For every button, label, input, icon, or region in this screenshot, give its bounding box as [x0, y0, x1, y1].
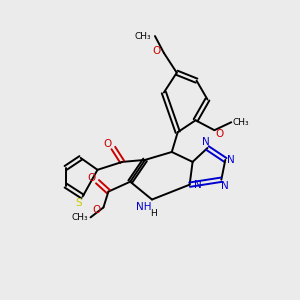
Text: O: O	[92, 206, 101, 215]
Text: S: S	[75, 199, 82, 208]
Text: N: N	[194, 180, 201, 190]
Text: N: N	[221, 181, 229, 191]
Text: O: O	[215, 129, 224, 139]
Text: O: O	[153, 46, 161, 56]
Text: CH₃: CH₃	[233, 118, 250, 127]
Text: NH: NH	[136, 202, 152, 212]
Text: CH₃: CH₃	[135, 32, 152, 40]
Text: N: N	[202, 137, 209, 147]
Text: O: O	[87, 173, 96, 183]
Text: H: H	[151, 209, 157, 218]
Text: O: O	[103, 139, 112, 149]
Text: N: N	[227, 155, 235, 165]
Text: CH₃: CH₃	[71, 213, 88, 222]
